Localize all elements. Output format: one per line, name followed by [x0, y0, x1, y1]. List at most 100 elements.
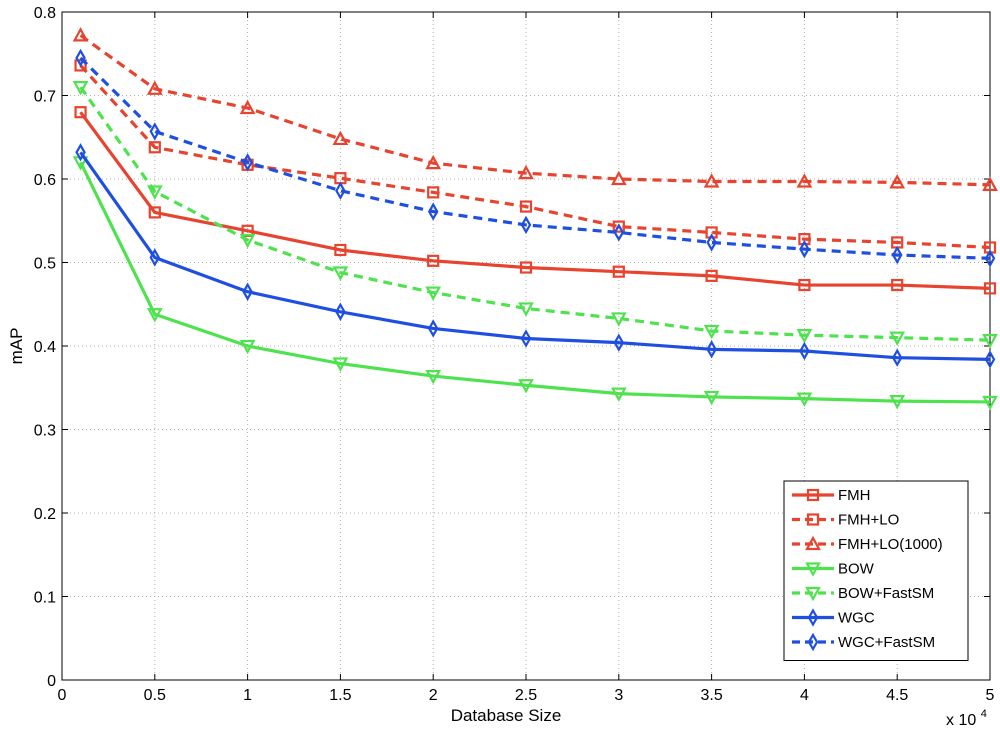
data-point-marker — [706, 340, 717, 359]
data-point-marker — [239, 339, 256, 355]
data-point-marker — [519, 261, 533, 274]
y-tick-label: 0.2 — [34, 506, 56, 523]
data-point-marker — [518, 379, 534, 394]
legend-entry: BOW — [792, 561, 875, 578]
data-point-marker — [889, 331, 906, 346]
y-tick-label: 0.1 — [34, 590, 56, 607]
data-point-marker — [796, 329, 813, 344]
data-point-marker — [75, 143, 86, 162]
x-tick-label: 5 — [986, 687, 995, 704]
series-line — [79, 64, 991, 250]
data-point-marker — [613, 333, 625, 352]
data-point-marker — [239, 99, 256, 115]
data-point-marker — [796, 173, 813, 188]
data-point-marker — [891, 245, 903, 265]
legend-entry: WGC — [792, 608, 875, 627]
series-line — [79, 161, 991, 404]
y-tick-label: 0.7 — [34, 89, 56, 106]
legend-entry: WGC+FastSM — [792, 632, 935, 652]
data-point-marker — [610, 312, 627, 327]
data-point-marker — [806, 513, 820, 526]
data-point-marker — [519, 200, 533, 213]
x-tick-label: 1 — [243, 687, 252, 704]
y-tick-label: 0.8 — [34, 5, 56, 22]
series-lines — [72, 27, 998, 411]
data-point-marker — [518, 302, 534, 317]
data-point-marker — [427, 319, 439, 338]
data-point-marker — [798, 278, 811, 292]
data-point-marker — [146, 185, 163, 200]
data-point-marker — [149, 248, 161, 267]
legend-label: WGC+FastSM — [838, 634, 935, 651]
data-point-marker — [74, 106, 87, 119]
data-point-marker — [75, 48, 86, 68]
data-point-marker — [332, 357, 349, 372]
data-point-marker — [427, 254, 440, 267]
x-tick-label: 0.5 — [144, 687, 166, 704]
data-point-marker — [146, 80, 163, 95]
data-point-marker — [146, 308, 163, 323]
x-tick-label: 4.5 — [886, 687, 908, 704]
data-point-marker — [806, 488, 820, 502]
data-point-marker — [706, 233, 717, 252]
data-point-marker — [889, 395, 906, 410]
data-point-marker — [703, 173, 720, 188]
data-point-marker — [612, 220, 625, 233]
data-point-marker — [982, 334, 998, 349]
series-line — [79, 111, 991, 290]
data-point-marker — [242, 153, 253, 172]
y-tick-label: 0.4 — [34, 339, 56, 356]
x-axis-multiplier-base: x 10 — [946, 712, 976, 729]
data-point-marker — [242, 282, 253, 301]
data-point-marker — [148, 141, 161, 154]
y-tick-label: 0.5 — [34, 256, 56, 273]
data-point-marker — [520, 329, 532, 348]
legend-label: FMH — [838, 487, 871, 504]
data-point-marker — [427, 202, 439, 221]
y-tick-label: 0 — [47, 673, 56, 690]
data-point-marker — [984, 249, 996, 268]
legend-entry: BOW+FastSM — [792, 585, 934, 602]
series-bow-fastsm — [72, 81, 998, 349]
data-point-marker — [984, 350, 996, 369]
data-point-marker — [703, 390, 720, 406]
series-fmh — [74, 106, 997, 295]
legend-label: BOW — [838, 561, 875, 578]
data-point-marker — [335, 181, 346, 200]
data-point-marker — [705, 269, 718, 282]
x-tick-label: 3 — [614, 687, 623, 704]
legend: FMH FMH+LO FMH+LO(1000) BOW BOW+FastSM WGC WGC… — [783, 480, 969, 661]
data-point-marker — [799, 239, 810, 259]
data-point-marker — [612, 265, 625, 278]
x-tick-label: 3.5 — [700, 687, 722, 704]
x-tick-label: 2 — [429, 687, 438, 704]
data-point-marker — [72, 81, 89, 96]
legend-entry: FMH+LO — [792, 512, 899, 529]
data-point-marker — [610, 170, 627, 186]
data-point-marker — [74, 59, 87, 72]
data-point-marker — [332, 266, 349, 281]
y-tick-label: 0.6 — [34, 172, 56, 189]
series-bow — [72, 156, 998, 411]
series-line — [79, 34, 991, 187]
data-point-marker — [334, 243, 347, 257]
series-wgc-fastsm — [75, 48, 996, 268]
legend-label: FMH+LO — [838, 512, 899, 529]
series-fmh-lo-1000 — [72, 27, 998, 191]
data-point-marker — [805, 535, 821, 551]
data-point-marker — [807, 632, 819, 652]
y-tick-label: 0.3 — [34, 423, 56, 440]
data-point-marker — [425, 154, 442, 170]
data-point-marker — [518, 164, 534, 180]
x-tick-label: 4 — [800, 687, 809, 704]
x-tick-label: 2.5 — [515, 687, 537, 704]
legend-entry: FMH — [792, 487, 871, 504]
data-point-marker — [799, 341, 810, 361]
x-axis-multiplier: x 10 4 — [946, 708, 987, 729]
x-tick-label: 0 — [58, 687, 67, 704]
data-point-marker — [335, 302, 346, 321]
data-point-marker — [807, 608, 819, 627]
data-point-marker — [889, 174, 906, 189]
x-axis-multiplier-exponent: 4 — [981, 708, 987, 720]
